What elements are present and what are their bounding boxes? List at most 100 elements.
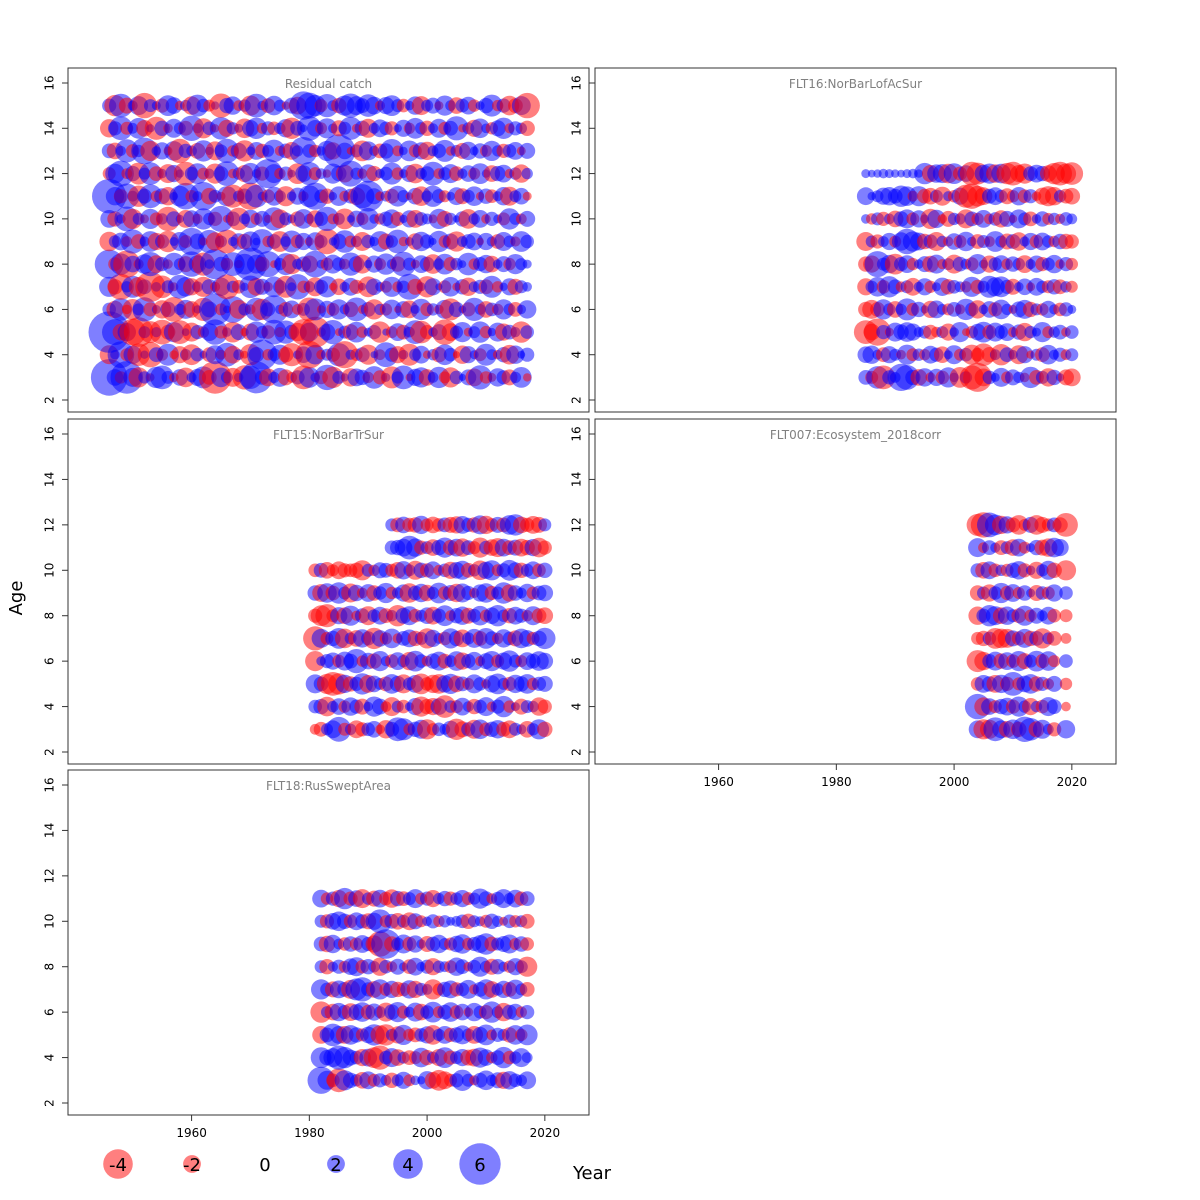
residual-bubble: [305, 651, 326, 672]
residual-bubble: [520, 1005, 535, 1020]
residual-bubble: [519, 142, 536, 159]
residual-bubble: [1045, 584, 1063, 602]
residual-bubble: [440, 277, 461, 297]
panel-title: FLT007:Ecosystem_2018corr: [770, 428, 941, 442]
residual-bubble: [1056, 720, 1076, 739]
residual-bubble: [1059, 586, 1073, 600]
residual-bubble: [298, 367, 320, 388]
legend-item: -2: [183, 1155, 201, 1176]
residual-bubble: [1067, 304, 1077, 314]
residual-bubble: [536, 607, 554, 624]
residual-bubble: [214, 138, 239, 163]
x-axis-title: Year: [572, 1163, 612, 1184]
y-tick-label: 10: [570, 563, 584, 578]
residual-bubble: [328, 299, 349, 320]
residual-bubble: [316, 118, 338, 139]
residual-bubble: [1046, 675, 1063, 692]
residual-bubble: [208, 205, 234, 232]
residual-bubble: [384, 121, 399, 136]
panel-frame: [67, 769, 590, 1116]
y-tick-label: 8: [43, 963, 57, 971]
y-tick-label: 10: [43, 563, 57, 578]
legend-label: 2: [330, 1155, 341, 1176]
residual-bubble: [245, 184, 268, 208]
y-tick-label: 4: [570, 351, 584, 359]
residual-bubble: [1065, 280, 1078, 293]
residual-bubble: [314, 206, 340, 231]
y-tick-label: 12: [43, 166, 57, 181]
residual-bubble: [520, 937, 534, 951]
y-tick-label: 12: [570, 517, 584, 532]
residual-bubble: [537, 540, 552, 555]
residual-bubble: [331, 341, 359, 369]
legend-item: -4: [103, 1149, 133, 1179]
x-tick-label: 1980: [294, 1126, 325, 1140]
y-tick-label: 12: [570, 166, 584, 181]
y-tick-label: 8: [570, 260, 584, 268]
residual-bubble: [190, 347, 205, 362]
panel-4: FLT007:Ecosystem_2018corr 2 4 6 8 10 12 14 16 196…: [570, 418, 1117, 789]
residual-bubble: [316, 276, 338, 298]
residual-bubble: [520, 347, 535, 362]
y-tick-label: 4: [43, 351, 57, 359]
legend-item: 0: [259, 1155, 270, 1176]
residual-bubble: [358, 344, 379, 365]
bubbles: [307, 887, 538, 1094]
y-tick-label: 8: [43, 612, 57, 620]
residual-bubble: [262, 139, 286, 163]
residual-bubble: [519, 891, 535, 906]
panel-1: Residual catch 2 4 6 8 10 12 14 16: [43, 67, 590, 413]
x-tick-label: 2000: [939, 775, 970, 789]
residual-bubble: [520, 234, 534, 249]
legend-item: 4: [393, 1149, 423, 1179]
residual-bubble: [470, 118, 490, 139]
residual-bubble: [506, 142, 525, 160]
residual-bubble: [314, 228, 340, 255]
residual-bubble: [1060, 633, 1072, 644]
x-tick-label: 1960: [703, 775, 734, 789]
legend-bubble: [327, 1155, 345, 1173]
y-tick-label: 16: [43, 75, 57, 90]
y-tick-label: 4: [570, 703, 584, 711]
residual-bubble: [249, 229, 275, 254]
residual-bubble: [299, 316, 331, 348]
y-tick-label: 16: [570, 426, 584, 441]
residual-bubble: [1065, 257, 1079, 271]
residual-bubble: [340, 605, 361, 626]
residual-bubble: [536, 584, 554, 602]
panel-3: FLT15:NorBarTrSur 2 4 6 8 10 12 14 16: [43, 418, 590, 765]
residual-bubble: [536, 675, 553, 692]
y-tick-label: 14: [43, 121, 57, 136]
residual-bubble: [522, 259, 532, 269]
residual-bubble: [1054, 513, 1078, 537]
y-axis-title: Age: [6, 581, 27, 616]
y-tick-label: 6: [43, 1008, 57, 1016]
y-tick-label: 10: [43, 914, 57, 929]
residual-bubble: [891, 169, 900, 178]
residual-bubble: [385, 229, 410, 254]
residual-bubble: [519, 120, 535, 136]
panel-title: FLT16:NorBarLofAcSur: [789, 77, 922, 91]
residual-bubble: [107, 160, 134, 187]
residual-bubble: [301, 250, 329, 278]
x-tick-label: 2020: [530, 1126, 561, 1140]
y-tick-label: 14: [43, 472, 57, 487]
residual-bubble: [911, 301, 927, 318]
residual-bubble: [1063, 187, 1081, 205]
residual-bubble: [519, 913, 535, 929]
residual-bubble: [379, 139, 404, 163]
panel-frame: [594, 67, 1117, 413]
residual-bubble: [255, 251, 282, 278]
residual-bubble: [247, 339, 278, 370]
residual-bubble: [1061, 701, 1071, 712]
legend-label: 6: [474, 1155, 485, 1176]
residual-bubble: [305, 344, 326, 365]
residual-bubble: [1066, 213, 1078, 225]
residual-bubble: [1046, 631, 1062, 646]
residual-bubble: [884, 169, 894, 179]
residual-bubble: [514, 92, 540, 119]
y-tick-label: 16: [570, 75, 584, 90]
residual-bubble: [1055, 560, 1077, 581]
residual-bubble: [522, 282, 532, 292]
y-tick-label: 12: [43, 517, 57, 532]
